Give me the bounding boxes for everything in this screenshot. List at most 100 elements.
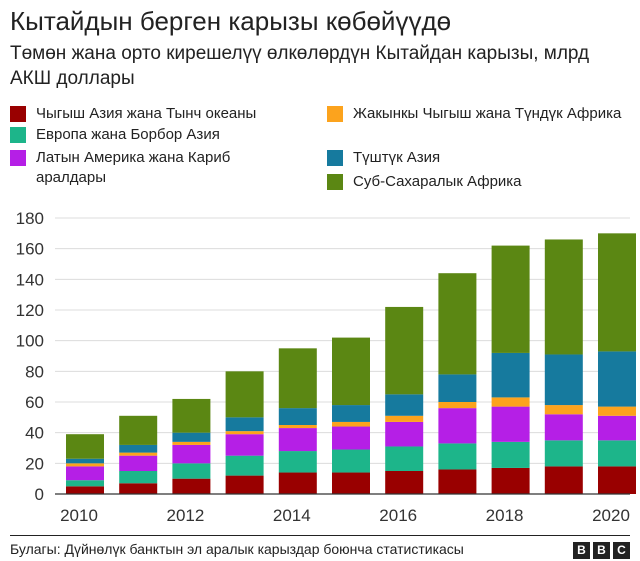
bar-segment bbox=[598, 466, 636, 494]
legend-item-south-asia: Түштүк Азия bbox=[327, 148, 627, 168]
legend-label: Жакынкы Чыгыш жана Түндүк Африка bbox=[353, 105, 622, 122]
chart-title: Кытайдын берген карызы көбөйүүдө bbox=[10, 6, 452, 36]
bar-segment bbox=[438, 408, 477, 444]
bar-segment bbox=[438, 469, 477, 494]
bar-segment bbox=[172, 432, 211, 442]
bar-segment bbox=[491, 406, 530, 442]
bar-segment bbox=[278, 425, 317, 429]
x-tick-label: 2010 bbox=[60, 506, 98, 525]
source-note: Булагы: Дүйнөлүк банктын эл аралык карыз… bbox=[10, 541, 464, 557]
legend-item-east-asia: Чыгыш Азия жана Тынч океаны bbox=[10, 104, 320, 124]
bbc-logo-letter: B bbox=[593, 542, 610, 559]
bar-segment bbox=[332, 426, 370, 450]
bar-segment bbox=[172, 463, 211, 479]
legend-item-latin-america: Латын Америка жана Кариб аралдары bbox=[10, 148, 280, 188]
bar-segment bbox=[598, 406, 636, 416]
bar-segment bbox=[119, 471, 158, 484]
bar-segment bbox=[225, 475, 264, 494]
legend-swatch bbox=[10, 150, 26, 166]
bar-segment bbox=[66, 480, 104, 487]
legend-swatch bbox=[327, 174, 343, 190]
x-tick-label: 2018 bbox=[486, 506, 524, 525]
bar-segment bbox=[66, 434, 104, 459]
bar-segment bbox=[225, 431, 264, 435]
bar-segment bbox=[119, 455, 158, 471]
bar-segment bbox=[491, 245, 530, 353]
bar-segment bbox=[278, 348, 317, 409]
x-tick-label: 2012 bbox=[166, 506, 204, 525]
bar-segment bbox=[544, 354, 583, 406]
y-tick-label: 100 bbox=[16, 332, 44, 351]
bar-segment bbox=[119, 415, 158, 445]
legend-item-europe-central-asia: Европа жана Борбор Азия bbox=[10, 125, 320, 145]
bar-segment bbox=[332, 421, 370, 427]
bar-segment bbox=[491, 397, 530, 407]
bar-segment bbox=[66, 486, 104, 494]
legend-swatch bbox=[327, 150, 343, 166]
bar-segment bbox=[598, 233, 636, 352]
bar-segment bbox=[544, 239, 583, 355]
bar-segment bbox=[66, 466, 104, 481]
y-tick-label: 40 bbox=[25, 424, 44, 443]
bar-segment bbox=[438, 443, 477, 470]
bar-segment bbox=[385, 415, 424, 422]
footer-divider bbox=[10, 535, 630, 536]
legend-swatch bbox=[10, 127, 26, 143]
bar-segment bbox=[385, 446, 424, 471]
y-tick-label: 0 bbox=[35, 485, 44, 504]
y-tick-label: 60 bbox=[25, 393, 44, 412]
stacked-bar-chart: 0 20 40 60 80 100 120 140 160 180 2010 2012 2014 2016… bbox=[16, 209, 636, 525]
legend-label: Чыгыш Азия жана Тынч океаны bbox=[36, 105, 257, 122]
bar-segment bbox=[438, 273, 477, 375]
bar-segment bbox=[172, 398, 211, 433]
bbc-logo-letter: B bbox=[573, 542, 590, 559]
bbc-logo: B B C bbox=[573, 542, 630, 559]
legend-label: Суб-Сахаралык Африка bbox=[353, 173, 522, 190]
bar-segment bbox=[385, 306, 424, 395]
bar-segment bbox=[544, 414, 583, 441]
bar-segment bbox=[544, 440, 583, 467]
bar-segment bbox=[332, 405, 370, 422]
legend-label: Европа жана Борбор Азия bbox=[36, 126, 220, 143]
y-tick-label: 20 bbox=[25, 454, 44, 473]
bar-segment bbox=[225, 371, 264, 418]
bar-segment bbox=[544, 466, 583, 494]
bar-segment bbox=[332, 449, 370, 473]
legend-item-middle-east: Жакынкы Чыгыш жана Түндүк Африка bbox=[327, 104, 627, 124]
chart-subtitle: Төмөн жана орто кирешелүү өлкөлөрдүн Кыт… bbox=[10, 43, 590, 89]
bar-segment bbox=[172, 478, 211, 494]
y-tick-label: 160 bbox=[16, 240, 44, 259]
bar-segment bbox=[119, 452, 158, 456]
y-tick-label: 180 bbox=[16, 209, 44, 228]
legend-label: Түштүк Азия bbox=[353, 149, 441, 166]
bar-segment bbox=[225, 417, 264, 432]
bar-segment bbox=[119, 483, 158, 494]
bar-segment bbox=[598, 351, 636, 407]
bar-segment bbox=[332, 337, 370, 406]
x-tick-label: 2014 bbox=[273, 506, 311, 525]
bbc-logo-letter: C bbox=[613, 542, 630, 559]
bar-segment bbox=[278, 472, 317, 494]
bar-segment bbox=[385, 471, 424, 494]
bar-segment bbox=[225, 434, 264, 456]
bar-segment bbox=[385, 421, 424, 447]
bar-segment bbox=[278, 451, 317, 473]
bar-segment bbox=[544, 405, 583, 415]
bar-segment bbox=[491, 441, 530, 468]
bar-segment bbox=[278, 428, 317, 452]
bar-segment bbox=[172, 444, 211, 464]
legend-swatch bbox=[10, 106, 26, 122]
y-tick-label: 80 bbox=[25, 362, 44, 381]
bar-segment bbox=[66, 463, 104, 467]
y-tick-label: 140 bbox=[16, 270, 44, 289]
bar-segment bbox=[491, 467, 530, 494]
bar-segment bbox=[225, 455, 264, 476]
bar-segment bbox=[438, 402, 477, 409]
bar-segment bbox=[438, 374, 477, 402]
legend-label: Латын Америка жана Кариб аралдары bbox=[36, 149, 231, 186]
y-tick-label: 120 bbox=[16, 301, 44, 320]
bar-segment bbox=[119, 444, 158, 453]
bar-segment bbox=[278, 408, 317, 425]
legend-swatch bbox=[327, 106, 343, 122]
bar-segment bbox=[598, 440, 636, 467]
